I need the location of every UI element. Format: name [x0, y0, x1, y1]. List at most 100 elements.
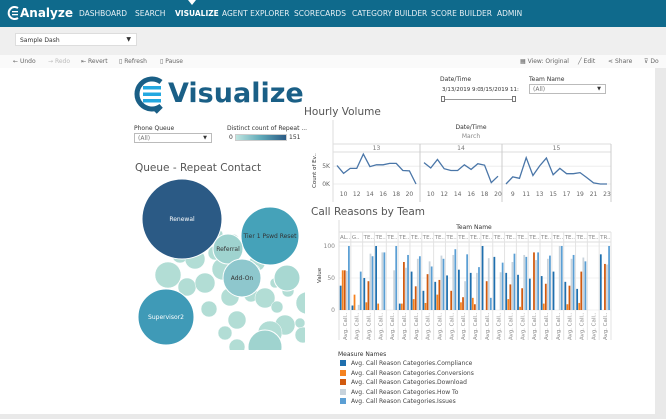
line-series-day-15	[505, 155, 607, 185]
bubble	[194, 272, 216, 294]
bar-y-label: Value	[317, 267, 323, 283]
nav-dashboard[interactable]: DASHBOARD	[79, 9, 128, 18]
top-nav: Analyze DASHBOARD SEARCH VISUALIZE AGENT…	[0, 0, 666, 27]
bubble	[295, 291, 305, 315]
legend-item[interactable]: Avg. Call Reason Categories.Compliance	[340, 360, 472, 367]
bubble-supervisor2	[137, 288, 195, 346]
app-logo[interactable]: Analyze	[20, 6, 73, 20]
x-label: Avg. Call..	[603, 312, 609, 340]
team-label: TE..	[552, 235, 564, 241]
redo-label: Redo	[54, 58, 71, 65]
x-tick: 19	[576, 191, 584, 198]
bar	[343, 270, 346, 310]
legend-label: Avg. Call Reason Categories.Download	[351, 379, 467, 386]
nav-search[interactable]: SEARCH	[135, 9, 166, 18]
view-icon: ▦	[520, 58, 526, 65]
bar	[440, 255, 443, 310]
bar	[505, 272, 508, 310]
bar	[519, 306, 521, 310]
date-start: 3/13/2019 9:0	[442, 87, 481, 93]
legend-item[interactable]: Avg. Call Reason Categories.Issues	[340, 398, 456, 405]
bar	[570, 258, 573, 310]
bubble	[154, 261, 182, 289]
bar	[599, 254, 602, 310]
bar	[537, 252, 539, 310]
x-tick: 18	[481, 191, 489, 198]
bar	[568, 285, 571, 310]
legend-item[interactable]: Avg. Call Reason Categories.Download	[340, 379, 467, 386]
visualize-logo-icon	[134, 76, 163, 114]
bar	[513, 253, 516, 310]
visualize-logo: Visualize	[168, 78, 304, 109]
bar	[471, 297, 474, 310]
pause-button[interactable]: ▯ Pause	[160, 58, 183, 65]
bubble	[247, 329, 283, 350]
line-header: Date/Time	[455, 124, 486, 131]
undo-label: Undo	[19, 58, 36, 65]
team-label: TE..	[587, 235, 599, 241]
x-tick: 10	[340, 191, 348, 198]
analyze-logo-icon	[7, 6, 19, 20]
legend-max: 151	[289, 134, 301, 141]
bubble	[227, 310, 247, 330]
bar	[426, 274, 429, 310]
x-tick: 13	[536, 191, 544, 198]
dashboard-select[interactable]: Sample Dash ▼	[15, 33, 137, 46]
bar	[412, 299, 415, 310]
download-button[interactable]: ⊽ Do	[644, 58, 659, 65]
bar	[351, 305, 354, 310]
nav-category-builder[interactable]: CATEGORY BUILDER	[352, 9, 428, 18]
x-label: Avg. Call..	[591, 312, 597, 340]
bar	[345, 270, 348, 310]
revert-button[interactable]: ⇤ Revert	[81, 58, 108, 65]
team-label: TE..	[481, 235, 493, 241]
legend-item[interactable]: Avg. Call Reason Categories.Conversions	[340, 369, 474, 377]
team-label: TE..	[493, 235, 505, 241]
bar	[438, 279, 441, 310]
bar	[410, 271, 413, 310]
dashboard-select-value: Sample Dash	[20, 37, 60, 44]
legend-swatch	[340, 398, 346, 404]
nav-scorecards[interactable]: SCORECARDS	[294, 9, 346, 18]
line-month: March	[462, 133, 480, 140]
x-tick: 14	[366, 191, 374, 198]
bar	[353, 294, 356, 310]
x-tick: 16	[467, 191, 475, 198]
bar	[418, 256, 421, 310]
bar	[395, 246, 398, 310]
bar	[608, 246, 610, 310]
refresh-button[interactable]: ▯ Refresh	[119, 58, 147, 65]
active-caret-icon	[188, 0, 196, 5]
legend-item[interactable]: Avg. Call Reason Categories.How To	[340, 388, 458, 396]
y-tick: 5K	[322, 163, 331, 170]
slider-end-handle[interactable]	[512, 96, 516, 102]
bar	[424, 302, 427, 310]
nav-admin[interactable]: ADMIN	[497, 9, 523, 18]
nav-agent-explorer[interactable]: AGENT EXPLORER	[222, 9, 290, 18]
nav-visualize[interactable]: VISUALIZE	[175, 9, 219, 18]
x-label: Avg. Call..	[544, 312, 550, 340]
y-tick: 0K	[322, 181, 331, 188]
bar	[339, 285, 342, 310]
team-label: TE..	[363, 235, 375, 241]
undo-icon: ←	[13, 58, 19, 65]
phone-queue-select[interactable]: (All) ▼	[134, 133, 212, 143]
nav-score-builder[interactable]: SCORE BUILDER	[431, 9, 492, 18]
line-y-label: Count of Ev..	[312, 153, 318, 188]
bar	[476, 272, 478, 310]
x-label: Avg. Call..	[355, 312, 361, 340]
share-button[interactable]: ⋖ Share	[608, 58, 632, 65]
team-name-select[interactable]: (All) ▼	[529, 84, 606, 94]
view-original-button[interactable]: ▦ View: Original	[520, 58, 569, 65]
redo-button[interactable]: → Redo	[48, 58, 70, 65]
bubble	[217, 325, 233, 341]
date-range-slider[interactable]	[443, 99, 515, 100]
bar	[357, 304, 360, 310]
edit-button[interactable]: ╱ Edit	[578, 58, 595, 65]
slider-start-handle[interactable]	[441, 96, 445, 102]
bar	[436, 294, 439, 310]
hourly-volume-title: Hourly Volume	[304, 106, 381, 118]
bar	[487, 258, 490, 310]
undo-button[interactable]: ← Undo	[13, 58, 36, 65]
bar-header: Team Name	[455, 224, 492, 231]
